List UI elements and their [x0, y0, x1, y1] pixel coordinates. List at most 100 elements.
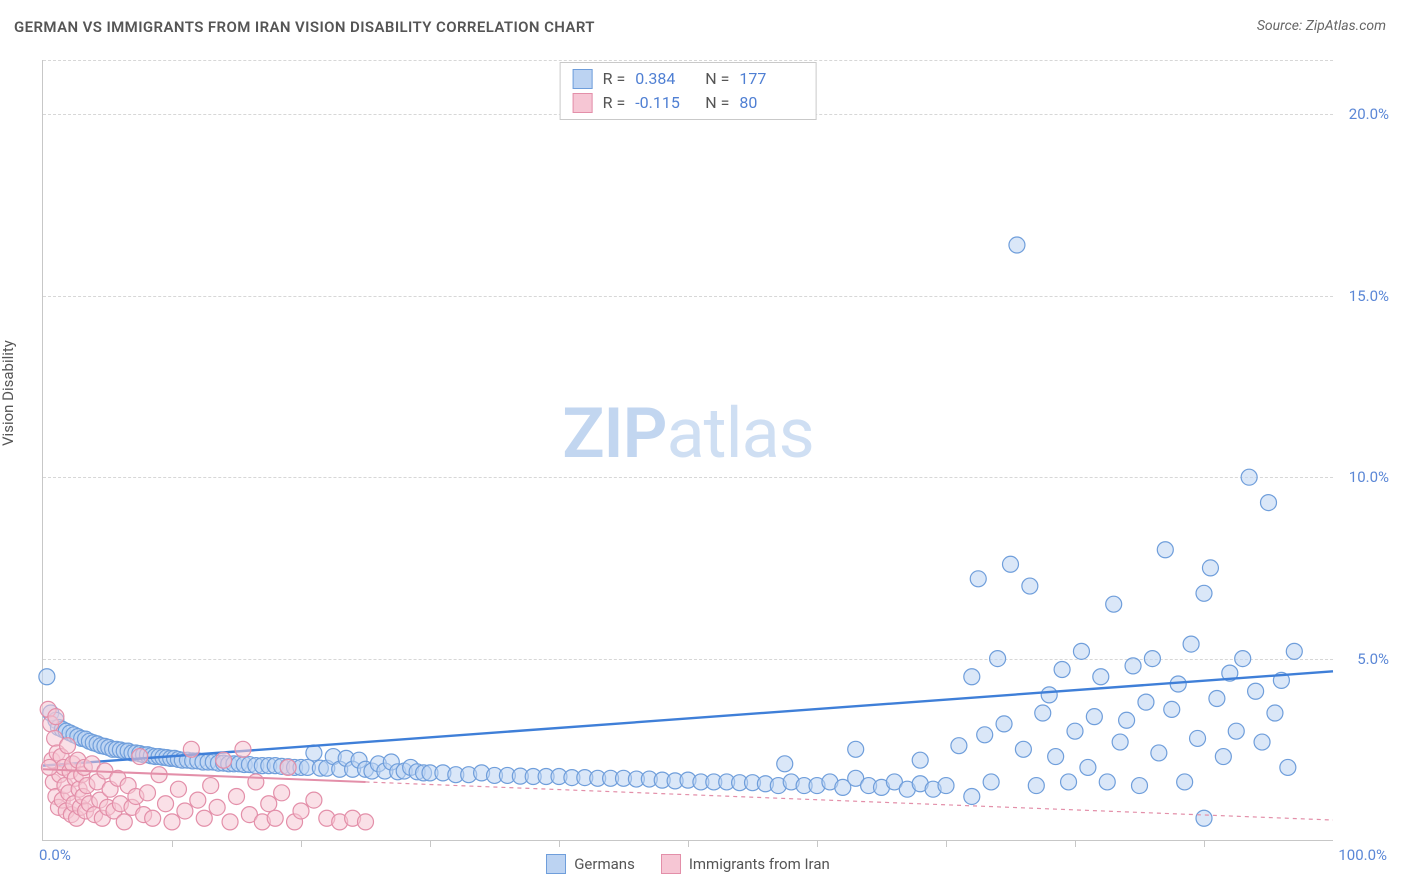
stat-r-label: R =: [603, 67, 626, 91]
data-point-iran: [235, 741, 251, 757]
plot-area: ZIPatlas 5.0%10.0%15.0%20.0% 0.0% 100.0%…: [42, 60, 1333, 841]
legend-item-germans: Germans: [546, 854, 635, 874]
legend-label-germans: Germans: [574, 855, 635, 873]
data-point-germans: [983, 774, 999, 790]
x-minor-tick: [1204, 840, 1205, 847]
data-point-iran: [293, 803, 309, 819]
data-point-germans: [1106, 596, 1122, 612]
data-point-germans: [1215, 749, 1231, 765]
data-point-germans: [1209, 691, 1225, 707]
data-point-iran: [190, 792, 206, 808]
data-point-germans: [970, 571, 986, 587]
y-axis-label: Vision Disability: [0, 340, 17, 446]
stat-n-germans: 177: [739, 67, 799, 91]
data-point-germans: [1202, 560, 1218, 576]
x-minor-tick: [430, 840, 431, 847]
y-tick-label: 20.0%: [1339, 105, 1389, 123]
data-point-iran: [358, 814, 374, 830]
legend-label-iran: Immigrants from Iran: [689, 855, 830, 873]
data-point-germans: [1080, 759, 1096, 775]
stat-row-germans: R = 0.384 N = 177: [573, 67, 800, 91]
data-point-germans: [1041, 687, 1057, 703]
data-point-germans: [1061, 774, 1077, 790]
data-point-iran: [306, 792, 322, 808]
data-point-germans: [1067, 723, 1083, 739]
legend: Germans Immigrants from Iran: [43, 854, 1333, 874]
x-minor-tick: [817, 840, 818, 847]
data-point-iran: [158, 796, 174, 812]
x-minor-tick: [1075, 840, 1076, 847]
data-point-germans: [1196, 810, 1212, 826]
data-point-germans: [1015, 741, 1031, 757]
x-minor-tick: [946, 840, 947, 847]
data-point-germans: [1183, 636, 1199, 652]
data-point-germans: [1054, 661, 1070, 677]
data-point-germans: [1228, 723, 1244, 739]
data-point-germans: [1151, 745, 1167, 761]
data-point-germans: [1099, 774, 1115, 790]
swatch-pink-icon: [573, 93, 593, 113]
stat-n-label: N =: [705, 67, 729, 91]
data-point-germans: [1132, 778, 1148, 794]
x-tick-100: 100.0%: [1338, 846, 1387, 864]
data-point-germans: [1112, 734, 1128, 750]
y-tick-label: 10.0%: [1339, 468, 1389, 486]
data-point-germans: [1093, 669, 1109, 685]
data-point-germans: [1003, 556, 1019, 572]
data-point-germans: [1086, 709, 1102, 725]
data-point-germans: [990, 651, 1006, 667]
data-point-iran: [177, 803, 193, 819]
data-point-germans: [977, 727, 993, 743]
data-point-germans: [39, 669, 55, 685]
data-point-germans: [1028, 778, 1044, 794]
data-point-germans: [996, 716, 1012, 732]
data-point-germans: [938, 778, 954, 794]
stat-box: R = 0.384 N = 177 R = -0.115 N = 80: [560, 62, 817, 120]
data-point-germans: [1022, 578, 1038, 594]
data-point-iran: [248, 774, 264, 790]
data-point-germans: [1248, 683, 1264, 699]
data-point-iran: [267, 810, 283, 826]
legend-item-iran: Immigrants from Iran: [661, 854, 830, 874]
data-point-iran: [229, 788, 245, 804]
stat-r-germans: 0.384: [635, 67, 695, 91]
data-point-germans: [1164, 701, 1180, 717]
data-point-iran: [203, 778, 219, 794]
data-point-germans: [1119, 712, 1135, 728]
data-point-germans: [951, 738, 967, 754]
data-point-iran: [280, 759, 296, 775]
data-point-iran: [116, 814, 132, 830]
data-point-germans: [1241, 469, 1257, 485]
data-point-germans: [1190, 730, 1206, 746]
data-point-iran: [48, 709, 64, 725]
data-point-germans: [1254, 734, 1270, 750]
data-point-iran: [216, 752, 232, 768]
data-point-iran: [164, 814, 180, 830]
data-point-germans: [777, 756, 793, 772]
swatch-blue-icon: [573, 69, 593, 89]
stat-r-label: R =: [603, 91, 626, 115]
x-minor-tick: [172, 840, 173, 847]
data-point-germans: [912, 752, 928, 768]
data-point-iran: [132, 749, 148, 765]
data-point-iran: [139, 785, 155, 801]
data-point-iran: [183, 741, 199, 757]
data-point-iran: [145, 810, 161, 826]
y-tick-label: 15.0%: [1339, 287, 1389, 305]
stat-r-iran: -0.115: [635, 91, 695, 115]
chart-title: GERMAN VS IMMIGRANTS FROM IRAN VISION DI…: [14, 18, 595, 36]
data-point-germans: [1235, 651, 1251, 667]
data-point-iran: [222, 814, 238, 830]
data-point-germans: [1280, 759, 1296, 775]
x-minor-tick: [301, 840, 302, 847]
data-point-germans: [1073, 643, 1089, 659]
data-point-germans: [1048, 749, 1064, 765]
data-point-germans: [1138, 694, 1154, 710]
stat-n-iran: 80: [739, 91, 799, 115]
source-attribution: Source: ZipAtlas.com: [1257, 18, 1386, 34]
data-point-iran: [261, 796, 277, 812]
data-point-germans: [1157, 542, 1173, 558]
data-point-germans: [1035, 705, 1051, 721]
stat-row-iran: R = -0.115 N = 80: [573, 91, 800, 115]
y-tick-label: 5.0%: [1339, 650, 1389, 668]
